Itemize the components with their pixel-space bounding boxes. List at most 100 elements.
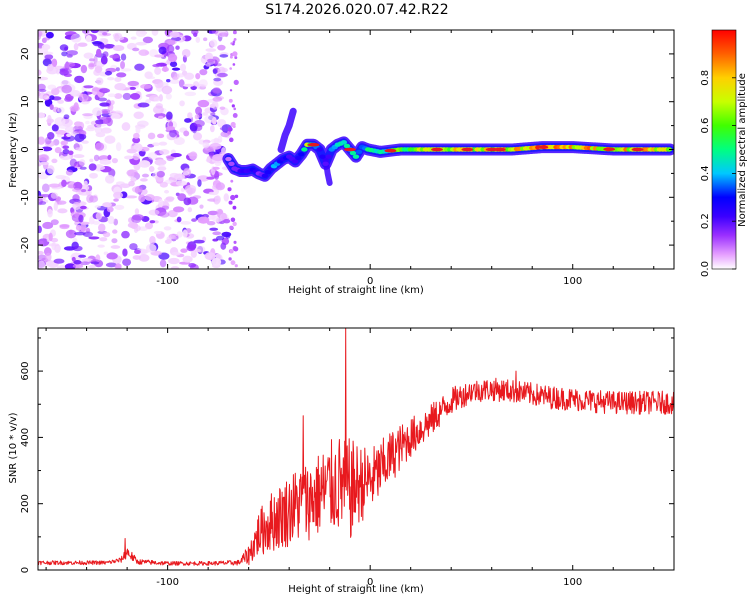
colorbar: 0.0 0.2 0.4 0.6 0.8 Normalized spectral ampl… bbox=[700, 29, 748, 277]
spectrogram-noise-blob bbox=[79, 133, 87, 140]
spectrogram-noise-blob bbox=[125, 195, 138, 199]
spectrogram-noise-blob bbox=[212, 68, 218, 75]
spectrogram-noise-blob bbox=[184, 91, 197, 97]
spectrogram-noise-blob bbox=[165, 126, 176, 131]
spectrogram-noise-blob bbox=[76, 201, 87, 206]
spectrogram-noise-blob bbox=[144, 71, 153, 79]
spectrogram-noise-blob bbox=[156, 170, 165, 178]
spectrogram-noise-blob bbox=[175, 45, 180, 50]
spectrogram-noise-blob bbox=[51, 242, 57, 251]
spectrogram-noise-blob bbox=[73, 42, 79, 51]
spectrogram-noise-blob bbox=[85, 120, 90, 125]
spectrogram-noise-blob bbox=[114, 77, 122, 83]
spectrogram-noise-blob bbox=[121, 230, 130, 239]
spectrogram-ridge-core bbox=[292, 159, 299, 164]
spectrogram-noise-blob bbox=[230, 179, 234, 183]
spectrogram-noise-blob bbox=[41, 44, 51, 51]
spectrogram-noise-blob bbox=[132, 136, 141, 144]
spectrogram-noise-blob bbox=[214, 171, 220, 180]
spectrogram-noise-blob bbox=[113, 218, 119, 226]
spectrogram-noise-blob bbox=[207, 210, 219, 216]
spectrogram-noise-blob bbox=[132, 153, 140, 161]
spectrogram-noise-blob bbox=[184, 72, 195, 80]
spectrogram-noise-blob bbox=[207, 58, 215, 63]
spectrogram-noise-blob bbox=[122, 248, 128, 257]
spectrogram-noise-blob bbox=[59, 44, 69, 51]
spectrogram-noise-blob bbox=[159, 181, 168, 188]
spectrogram-noise-blob bbox=[137, 102, 150, 108]
spectrogram-noise-blob bbox=[209, 227, 219, 231]
spectrogram-noise-blob bbox=[223, 193, 229, 202]
spectrogram-noise-blob bbox=[62, 148, 70, 155]
spectrogram-noise-blob bbox=[187, 187, 193, 196]
spectrogram-noise-blob bbox=[100, 127, 112, 134]
spectrogram-noise-blob bbox=[170, 266, 180, 269]
spectrogram-ridge-core bbox=[298, 152, 305, 157]
spectrogram-noise-blob bbox=[120, 53, 127, 61]
spectrogram-noise-blob bbox=[50, 192, 59, 199]
spectrogram-noise-blob bbox=[49, 95, 55, 101]
spectrogram-noise-blob bbox=[112, 44, 125, 52]
spectrogram-noise-blob bbox=[135, 125, 141, 135]
spectrogram-noise-blob bbox=[38, 225, 42, 234]
spectrogram-noise-blob bbox=[38, 30, 43, 37]
spectrogram-ridge-core bbox=[295, 155, 302, 161]
spectrogram-noise-blob bbox=[154, 159, 167, 166]
spectrogram-ridge-hotspot bbox=[631, 147, 644, 152]
spectrogram-noise-blob bbox=[88, 195, 99, 203]
spectrogram-noise-blob bbox=[137, 120, 149, 127]
spectrogram-noise-blob bbox=[50, 219, 59, 226]
spectrogram-noise-blob bbox=[138, 254, 150, 262]
spectrogram-noise-blob bbox=[227, 187, 232, 192]
spectrogram-noise-blob bbox=[234, 264, 238, 268]
spectrogram-noise-blob bbox=[38, 88, 47, 93]
spectrogram-noise-blob bbox=[232, 221, 237, 227]
spectrogram-noise-blob bbox=[229, 67, 232, 70]
spectrogram-noise-blob bbox=[129, 86, 136, 90]
spectrogram-noise-blob bbox=[173, 137, 185, 146]
spectrogram-noise-blob bbox=[187, 207, 193, 213]
spectrogram-noise-blob bbox=[90, 261, 100, 265]
spectrogram-noise-blob bbox=[135, 41, 148, 46]
spectrogram-noise-blob bbox=[165, 93, 172, 100]
spectrogram-xtick-label: 100 bbox=[563, 276, 582, 287]
spectrogram-noise-blob bbox=[134, 185, 143, 195]
spectrogram-noise-blob bbox=[182, 171, 190, 176]
spectrogram-noise-blob bbox=[104, 135, 116, 144]
spectrogram-noise-blob bbox=[165, 111, 173, 120]
spectrogram-noise-blob bbox=[82, 113, 94, 117]
spectrogram-noise-blob bbox=[227, 126, 233, 132]
spectrogram-noise-blob bbox=[75, 147, 81, 151]
spectrogram-noise-blob bbox=[158, 198, 164, 208]
spectrogram-noise-blob bbox=[53, 201, 58, 211]
spectrogram-noise-blob bbox=[74, 121, 83, 127]
spectrogram-noise-blob bbox=[59, 224, 70, 230]
spectrogram-noise-blob bbox=[193, 81, 200, 87]
spectrogram-noise-blob bbox=[114, 83, 126, 91]
spectrogram-noise-blob bbox=[159, 259, 167, 268]
spectrogram-noise-blob bbox=[78, 254, 87, 258]
spectrogram-noise-blob bbox=[147, 132, 156, 140]
spectrogram-noise-blob bbox=[56, 134, 63, 138]
spectrogram-ridge-core bbox=[319, 154, 326, 159]
spectrogram-noise-blob bbox=[144, 194, 155, 201]
spectrogram-noise-blob bbox=[163, 226, 172, 231]
spectrogram-noise-blob bbox=[38, 136, 46, 145]
spectrogram-noise-blob bbox=[199, 68, 208, 76]
spectrogram-noise-blob bbox=[164, 239, 172, 244]
spectrogram-noise-blob bbox=[38, 260, 46, 269]
spectrogram-noise-blob bbox=[67, 184, 76, 189]
spectrogram-noise-blob bbox=[232, 113, 238, 118]
spectrogram-noise-blob bbox=[167, 53, 178, 63]
spectrogram-noise-blob bbox=[182, 255, 193, 263]
spectrogram-noise-blob bbox=[75, 224, 82, 231]
spectrogram-noise-blob bbox=[171, 251, 181, 256]
spectrogram-xtick-label: 0 bbox=[367, 276, 373, 287]
spectrogram-noise-blob bbox=[102, 231, 111, 238]
spectrogram-noise-blob bbox=[230, 217, 236, 223]
spectrogram-noise-blob bbox=[71, 256, 76, 262]
spectrogram-noise-blob bbox=[169, 129, 177, 138]
spectrogram-noise-blob bbox=[127, 80, 140, 87]
spectrogram-noise-blob bbox=[113, 191, 124, 199]
